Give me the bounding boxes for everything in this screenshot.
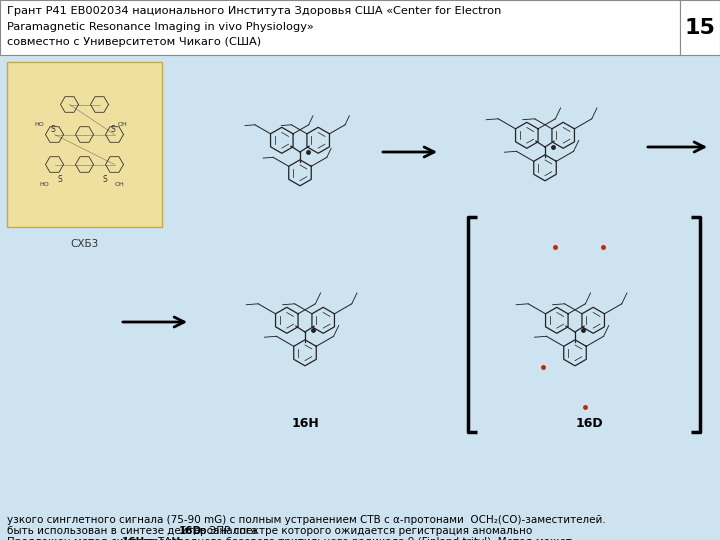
Text: совместно с Университетом Чикаго (США): совместно с Университетом Чикаго (США) (7, 37, 261, 47)
Text: - производного базового тритильного радикала 9 (Finland trityl). Метод может: - производного базового тритильного ради… (135, 537, 572, 540)
Text: HO: HO (40, 182, 50, 187)
Text: Предложен метод синтеза ТАМ: Предложен метод синтеза ТАМ (7, 537, 184, 540)
Text: OH: OH (117, 122, 127, 127)
Text: S: S (102, 175, 107, 184)
Text: HO: HO (35, 122, 45, 127)
Bar (7, 62, 162, 227)
Text: 16H: 16H (122, 537, 145, 540)
Text: , в ЭПР спектре которого ожидается регистрация аномально: , в ЭПР спектре которого ожидается регис… (193, 526, 532, 536)
Text: 15: 15 (685, 17, 716, 37)
Text: 16D: 16D (179, 526, 202, 536)
Text: S: S (57, 175, 62, 184)
Text: 16D: 16D (575, 417, 603, 430)
Text: быть использован в синтезе дейтероаналога: быть использован в синтезе дейтероаналог… (7, 526, 261, 536)
Text: OH: OH (114, 182, 125, 187)
Bar (0, 485, 720, 540)
Bar (0, 0, 680, 55)
Bar (680, 0, 720, 55)
Text: Paramagnetic Resonance Imaging in vivo Physiology»: Paramagnetic Resonance Imaging in vivo P… (7, 22, 314, 32)
Text: S: S (110, 125, 115, 134)
Text: 16H: 16H (291, 417, 319, 430)
Text: Грант P41 EB002034 национального Института Здоровья США «Center for Electron: Грант P41 EB002034 национального Институ… (7, 6, 501, 16)
Text: S: S (50, 125, 55, 134)
Text: СХБ3: СХБ3 (71, 239, 99, 249)
Text: узкого синглетного сигнала (75-90 mG) с полным устранением СТВ с α-протонами  OC: узкого синглетного сигнала (75-90 mG) с … (7, 515, 606, 525)
